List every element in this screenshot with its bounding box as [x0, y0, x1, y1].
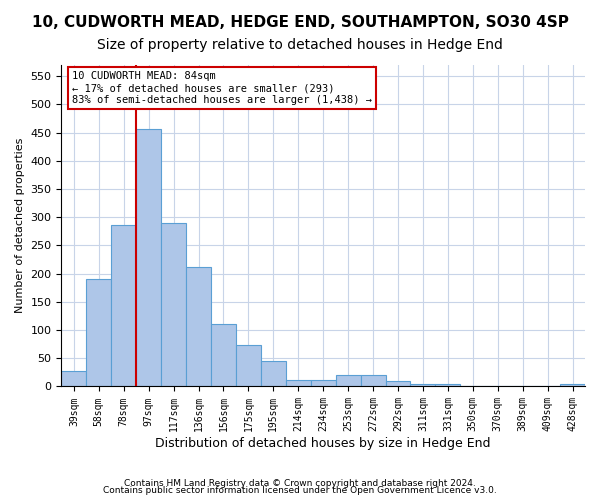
Bar	[111, 224, 136, 386]
Bar	[61, 370, 86, 386]
Bar	[186, 267, 211, 386]
Bar	[211, 324, 236, 386]
X-axis label: Distribution of detached houses by size in Hedge End: Distribution of detached houses by size …	[155, 437, 491, 450]
Y-axis label: Number of detached properties: Number of detached properties	[15, 138, 25, 314]
Text: Contains public sector information licensed under the Open Government Licence v3: Contains public sector information licen…	[103, 486, 497, 495]
Text: Contains HM Land Registry data © Crown copyright and database right 2024.: Contains HM Land Registry data © Crown c…	[124, 478, 476, 488]
Bar	[361, 375, 386, 386]
Text: 10, CUDWORTH MEAD, HEDGE END, SOUTHAMPTON, SO30 4SP: 10, CUDWORTH MEAD, HEDGE END, SOUTHAMPTO…	[32, 15, 568, 30]
Bar	[136, 128, 161, 386]
Bar	[410, 384, 436, 386]
Bar	[261, 360, 286, 386]
Bar	[236, 344, 261, 387]
Bar	[311, 380, 335, 386]
Bar	[560, 384, 585, 386]
Bar	[86, 280, 111, 386]
Bar	[286, 380, 311, 386]
Text: Size of property relative to detached houses in Hedge End: Size of property relative to detached ho…	[97, 38, 503, 52]
Text: 10 CUDWORTH MEAD: 84sqm
← 17% of detached houses are smaller (293)
83% of semi-d: 10 CUDWORTH MEAD: 84sqm ← 17% of detache…	[72, 72, 372, 104]
Bar	[436, 384, 460, 386]
Bar	[386, 382, 410, 386]
Bar	[161, 223, 186, 386]
Bar	[335, 375, 361, 386]
